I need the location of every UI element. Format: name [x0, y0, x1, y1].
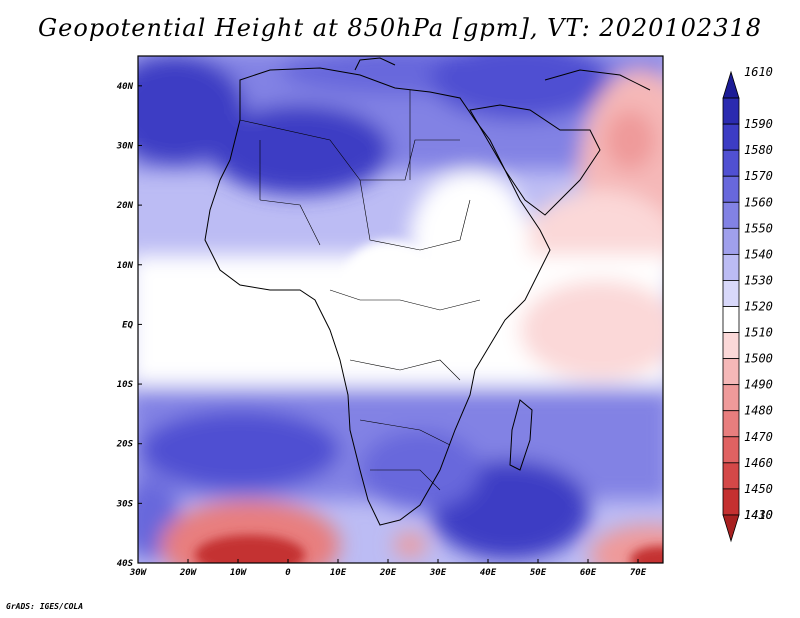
- lon-tick-label: 70E: [630, 568, 647, 578]
- lon-tick-label: 60E: [580, 568, 597, 578]
- lat-tick-label: 10N: [117, 261, 134, 271]
- colorbar: 1610 1590 1580 1570 1560 1550 1540 1530 1520 1510…: [722, 65, 773, 543]
- colorbar-label: 1470: [744, 430, 773, 444]
- colorbar-label: 1430: [744, 508, 773, 522]
- lon-tick-label: 10E: [330, 568, 347, 578]
- colorbar-label: 1580: [744, 143, 773, 157]
- colorbar-swatch: [722, 149, 740, 177]
- lat-tick-label: 20S: [116, 440, 134, 450]
- lon-tick-label: 50E: [530, 568, 547, 578]
- colorbar-swatch: [722, 410, 740, 438]
- colorbar-swatch-bottom-arrow: [722, 514, 740, 543]
- colorbar-swatch: [722, 253, 740, 281]
- plot-frame: [137, 55, 664, 564]
- colorbar-label: 1460: [744, 456, 773, 470]
- lon-tick-label: 20W: [179, 568, 198, 578]
- colorbar-label: 1560: [744, 195, 773, 209]
- colorbar-label: 1410: [744, 508, 773, 522]
- lon-tick-label: 20E: [379, 568, 397, 578]
- colorbar-swatch: [722, 358, 740, 386]
- colorbar-swatch-top-arrow: [722, 70, 740, 99]
- colorbar-label: 1480: [744, 404, 773, 418]
- colorbar-label: 1450: [744, 482, 773, 496]
- credit-text: GrADS: IGES/COLA: [6, 602, 84, 611]
- colorbar-swatch: [722, 306, 740, 333]
- country-borders: [239, 90, 481, 491]
- lon-tick-label: 10W: [230, 568, 248, 578]
- colorbar-swatch: [722, 280, 740, 307]
- lon-tick-label: 30E: [429, 568, 447, 578]
- lat-tick-label: 40N: [117, 82, 134, 92]
- coastlines: [204, 57, 651, 526]
- colorbar-swatch: [722, 123, 740, 151]
- colorbar-label: 1520: [744, 300, 773, 314]
- lat-tick-label: 20N: [116, 201, 134, 211]
- lat-tick-label: 30N: [116, 141, 134, 151]
- colorbar-swatch: [722, 201, 740, 229]
- lat-tick-label: EQ: [122, 320, 133, 330]
- colorbar-label: 1510: [744, 326, 773, 340]
- colorbar-label: 1490: [744, 378, 773, 392]
- colorbar-swatch: [722, 488, 740, 516]
- colorbar-label: 1610: [744, 65, 773, 79]
- colorbar-label: 1570: [744, 169, 773, 183]
- colorbar-label: 1500: [744, 352, 773, 366]
- colorbar-label: 1540: [744, 247, 773, 261]
- colorbar-label: 1550: [744, 221, 773, 235]
- colorbar-swatch: [722, 384, 740, 412]
- lon-tick-label: 40E: [480, 568, 497, 578]
- axis-ticks: 30W 20W 10W 0 10E 20E 30E 40E 50E 60E 70E 40N 30N 20N…: [116, 82, 647, 578]
- colorbar-swatch: [722, 332, 740, 360]
- lat-tick-label: 40S: [117, 559, 134, 569]
- colorbar-swatch: [722, 462, 740, 490]
- colorbar-swatch: [722, 227, 740, 255]
- lon-tick-label: 30W: [129, 568, 148, 578]
- lon-tick-label: 0: [285, 568, 291, 578]
- colorbar-swatch: [722, 175, 740, 203]
- colorbar-swatch: [722, 97, 740, 125]
- map-title: Geopotential Height at 850hPa [gpm], VT:…: [38, 14, 762, 42]
- lat-tick-label: 30S: [116, 499, 134, 509]
- colorbar-label: 1590: [744, 117, 773, 131]
- lat-tick-label: 10S: [117, 380, 134, 390]
- height-field: [138, 56, 663, 563]
- colorbar-label: 1530: [744, 273, 773, 287]
- colorbar-swatch: [722, 436, 740, 464]
